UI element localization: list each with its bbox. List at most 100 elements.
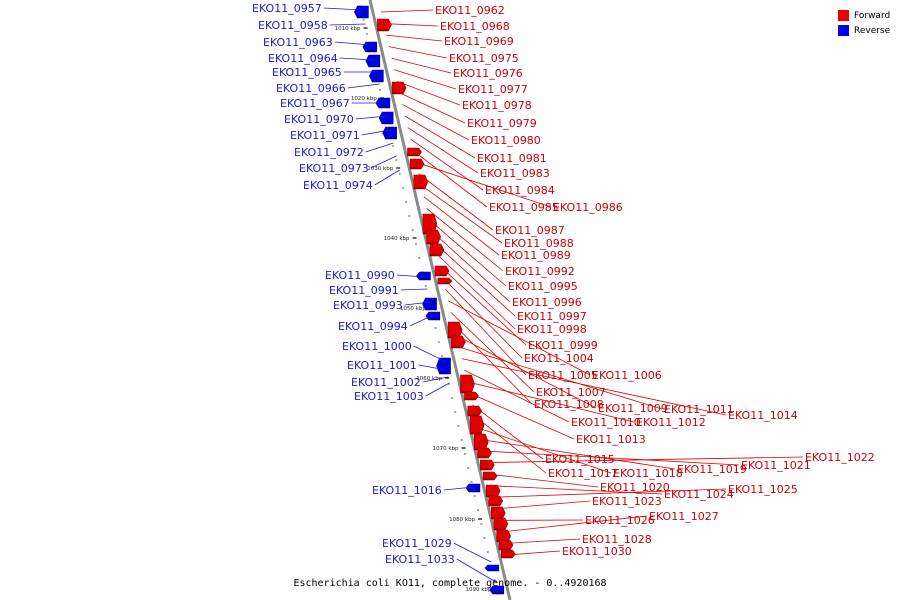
- reverse-gene-label: EKO11_0965: [272, 66, 342, 79]
- forward-gene-label: EKO11_1005: [528, 369, 598, 382]
- legend-reverse-label: Reverse: [854, 25, 891, 36]
- forward-gene-label: EKO11_1007: [536, 386, 606, 399]
- reverse-feature: [362, 41, 378, 53]
- forward-feature: [488, 495, 504, 507]
- reverse-gene-label: EKO11_0993: [333, 299, 403, 312]
- reverse-gene-label: EKO11_1029: [382, 537, 452, 550]
- forward-gene-label: EKO11_0979: [467, 117, 537, 130]
- forward-gene-label: EKO11_1020: [600, 481, 670, 494]
- forward-gene-label: EKO11_0992: [505, 265, 575, 278]
- forward-gene-label: EKO11_1023: [592, 495, 662, 508]
- tick-label: 1060 kbp: [416, 376, 442, 382]
- tick-label: 1050 kbp: [400, 306, 426, 312]
- forward-gene-label: EKO11_0980: [471, 134, 541, 147]
- legend-reverse: Reverse: [838, 23, 890, 38]
- tick-label: 1030 kbp: [367, 166, 393, 172]
- forward-gene-label: EKO11_1010: [571, 416, 641, 429]
- forward-swatch: [838, 10, 849, 21]
- forward-gene-label: EKO11_0981: [477, 152, 547, 165]
- tick-label: 1090 kbp: [466, 587, 492, 593]
- forward-feature: [493, 517, 509, 531]
- forward-feature: [485, 484, 501, 498]
- forward-gene-label: EKO11_0996: [512, 296, 582, 309]
- forward-feature: [409, 158, 425, 170]
- forward-gene-label: EKO11_1013: [576, 433, 646, 446]
- forward-gene-label: EKO11_1018: [613, 467, 683, 480]
- forward-feature: [451, 335, 466, 349]
- forward-feature: [469, 415, 485, 435]
- reverse-feature: [484, 564, 500, 572]
- reverse-gene-label: EKO11_0974: [303, 179, 373, 192]
- forward-gene-label: EKO11_1014: [728, 409, 798, 422]
- forward-gene-label: EKO11_0988: [504, 237, 574, 250]
- forward-gene-label: EKO11_1026: [585, 514, 655, 527]
- forward-gene-label: EKO11_0989: [501, 249, 571, 262]
- legend: Forward Reverse: [838, 8, 890, 38]
- forward-gene-label: EKO11_0962: [435, 4, 505, 17]
- reverse-feature: [422, 297, 437, 311]
- reverse-feature: [489, 585, 505, 595]
- reverse-gene-label: EKO11_1003: [354, 390, 424, 403]
- forward-feature: [377, 18, 392, 32]
- tick-label: 1070 kbp: [433, 446, 459, 452]
- forward-feature: [460, 374, 475, 394]
- forward-gene-label: EKO11_1019: [677, 463, 747, 476]
- forward-feature: [437, 277, 453, 285]
- forward-gene-label: EKO11_1009: [598, 402, 668, 415]
- forward-gene-label: EKO11_1028: [582, 533, 652, 546]
- reverse-gene-label: EKO11_0990: [325, 269, 395, 282]
- forward-gene-label: EKO11_0985: [489, 201, 559, 214]
- reverse-gene-label: EKO11_0994: [338, 320, 408, 333]
- forward-feature: [477, 447, 492, 459]
- forward-feature: [501, 549, 516, 559]
- forward-feature: [391, 81, 407, 95]
- forward-gene-label: EKO11_1004: [524, 352, 594, 365]
- reverse-gene-label: EKO11_1033: [385, 553, 455, 566]
- genome-backbone: [368, 0, 512, 600]
- label-layer: EKO11_0962 EKO11_0968 EKO11_0969 EKO11_0975…: [252, 2, 875, 566]
- reverse-gene-label: EKO11_0967: [280, 97, 350, 110]
- forward-gene-label: EKO11_0977: [458, 83, 528, 96]
- forward-gene-label: EKO11_0968: [440, 20, 510, 33]
- forward-feature: [467, 405, 483, 417]
- legend-forward-label: Forward: [854, 10, 891, 21]
- forward-feature: [426, 229, 441, 245]
- forward-feature: [480, 459, 495, 471]
- feature-layer: [354, 5, 516, 595]
- reverse-gene-label: EKO11_0971: [290, 129, 360, 142]
- reverse-gene-label: EKO11_0991: [329, 284, 399, 297]
- tick-label: 1010 kbp: [335, 26, 361, 32]
- legend-forward: Forward: [838, 8, 890, 23]
- forward-gene-label: EKO11_0969: [444, 35, 514, 48]
- forward-gene-label: EKO11_1025: [728, 483, 798, 496]
- forward-gene-label: EKO11_0986: [553, 201, 623, 214]
- forward-gene-label: EKO11_0978: [462, 99, 532, 112]
- tick-label: 1080 kbp: [449, 517, 475, 523]
- forward-gene-label: EKO11_1030: [562, 545, 632, 558]
- reverse-gene-label: EKO11_0958: [258, 19, 328, 32]
- reverse-feature: [365, 54, 381, 68]
- forward-gene-label: EKO11_0975: [449, 52, 519, 65]
- reverse-gene-label: EKO11_0973: [299, 162, 369, 175]
- forward-gene-label: EKO11_0995: [508, 280, 578, 293]
- forward-gene-label: EKO11_0984: [485, 184, 555, 197]
- reverse-feature: [378, 111, 394, 125]
- reverse-gene-label: EKO11_0966: [276, 82, 346, 95]
- reverse-gene-label: EKO11_0970: [284, 113, 354, 126]
- forward-gene-label: EKO11_1011: [664, 403, 734, 416]
- forward-gene-label: EKO11_1024: [664, 488, 734, 501]
- reverse-feature: [425, 311, 441, 321]
- forward-gene-label: EKO11_0987: [495, 224, 565, 237]
- tick-label: 1040 kbp: [384, 236, 410, 242]
- reverse-feature: [382, 126, 397, 140]
- forward-gene-label: EKO11_0997: [517, 310, 587, 323]
- forward-gene-label: EKO11_1021: [741, 459, 811, 472]
- reverse-gene-label: EKO11_1000: [342, 340, 412, 353]
- forward-feature: [473, 433, 489, 451]
- leader-layer: [323, 7, 804, 583]
- forward-gene-label: EKO11_1017: [548, 467, 618, 480]
- reverse-gene-label: EKO11_1002: [351, 376, 421, 389]
- reverse-gene-label: EKO11_0964: [268, 52, 338, 65]
- reverse-feature: [465, 483, 481, 493]
